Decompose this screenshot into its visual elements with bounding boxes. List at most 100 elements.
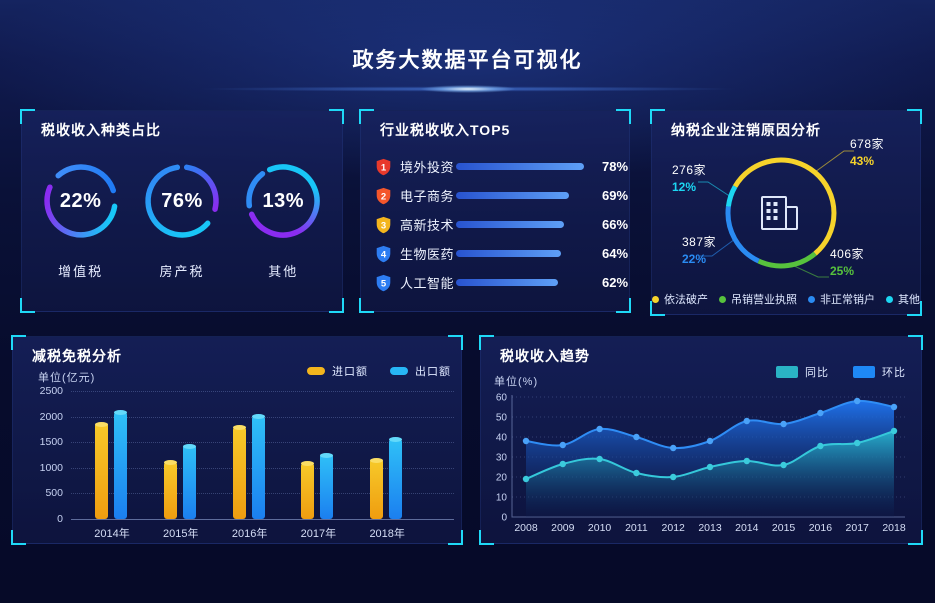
corner-bracket xyxy=(11,530,26,545)
data-point[interactable] xyxy=(743,457,750,465)
ring-label: 其他 xyxy=(268,264,299,279)
legend-label: 同比 xyxy=(805,367,829,379)
data-point[interactable] xyxy=(596,425,603,433)
bar-cap xyxy=(232,425,246,431)
data-point[interactable] xyxy=(633,469,640,477)
legend-swatch xyxy=(390,367,408,375)
tax-ring-3: 13% 其他 xyxy=(237,158,329,280)
donut-segment[interactable] xyxy=(725,185,738,207)
gauge-arc xyxy=(183,164,219,212)
donut-callout: 276家 12% xyxy=(672,164,706,193)
cancellation-chart: 678家 43% 406家 25% 387家 22% 276家 12% xyxy=(652,111,920,314)
gridline xyxy=(71,391,454,392)
rank-badge-icon: 1 xyxy=(376,158,391,175)
legend-item[interactable]: 吊销营业执照 xyxy=(719,291,797,307)
bar-cap xyxy=(320,452,334,458)
corner-bracket xyxy=(329,109,344,124)
data-point[interactable] xyxy=(670,473,677,481)
data-point[interactable] xyxy=(670,444,677,452)
building-icon xyxy=(761,196,798,230)
y-tick-label: 0 xyxy=(501,513,507,524)
import-bar[interactable] xyxy=(163,460,177,519)
corner-bracket xyxy=(20,298,35,313)
data-point[interactable] xyxy=(854,439,861,447)
data-point[interactable] xyxy=(890,403,898,411)
bar-cap xyxy=(182,443,196,449)
tax-reduction-chart: 0 500 1000 1500 2000 2500 2014年 2015年 2016年 2017年… xyxy=(13,337,461,543)
import-bar[interactable] xyxy=(232,425,246,519)
data-point[interactable] xyxy=(780,461,787,469)
legend-item[interactable]: 同比 xyxy=(776,364,829,380)
donut-segment[interactable] xyxy=(757,251,817,269)
tax-ring-1: 22% 增值税 xyxy=(35,158,127,280)
data-point[interactable] xyxy=(817,409,824,417)
data-point[interactable] xyxy=(522,437,530,445)
data-point[interactable] xyxy=(522,475,530,483)
legend-item[interactable]: 其他 xyxy=(886,291,920,307)
data-point[interactable] xyxy=(633,433,640,441)
tax-reduction-legend: 进口额 出口额 xyxy=(307,363,451,379)
ring-percent: 76% xyxy=(161,189,203,212)
legend-item[interactable]: 环比 xyxy=(853,364,906,380)
export-bar[interactable] xyxy=(389,437,403,519)
shield-shape xyxy=(376,216,391,233)
industry-bar[interactable] xyxy=(456,221,564,228)
import-bar[interactable] xyxy=(370,457,384,519)
gauge-ring xyxy=(145,164,219,238)
legend-item[interactable]: 依法破产 xyxy=(652,291,708,307)
panel-tax-reduction: 减税免税分析 单位(亿元) 进口额 出口额 0 500 1000 1500 2000 250… xyxy=(11,335,463,545)
building-window xyxy=(773,202,778,206)
shield-shape xyxy=(376,187,391,204)
data-point[interactable] xyxy=(817,442,824,450)
legend-swatch xyxy=(776,366,798,378)
industry-bar[interactable] xyxy=(456,250,561,257)
donut-segment[interactable] xyxy=(732,157,837,256)
cancellation-donut xyxy=(698,150,854,278)
rank-number: 1 xyxy=(381,162,387,173)
data-point[interactable] xyxy=(743,417,750,425)
industry-bar[interactable] xyxy=(456,192,569,199)
data-point[interactable] xyxy=(559,441,566,449)
data-point[interactable] xyxy=(854,397,861,405)
callout-count: 406家 xyxy=(830,247,865,261)
data-point[interactable] xyxy=(890,427,898,435)
export-bar[interactable] xyxy=(114,410,127,519)
panel-cancellation: 纳税企业注销原因分析 678家 43% 406家 25% 387家 22% 276家 12% … xyxy=(650,109,922,316)
rank-number: 3 xyxy=(381,220,386,231)
y-axis-unit: 单位(%) xyxy=(494,376,539,388)
corner-bracket xyxy=(11,335,26,350)
y-tick-label: 40 xyxy=(496,433,508,444)
industry-percent: 62% xyxy=(602,275,629,290)
data-point[interactable] xyxy=(596,455,603,463)
shield-shape xyxy=(376,158,391,175)
data-point[interactable] xyxy=(706,437,714,445)
y-tick-label: 1500 xyxy=(39,436,63,449)
callout-line xyxy=(791,264,829,278)
legend-item[interactable]: 进口额 xyxy=(307,363,368,379)
legend-label: 依法破产 xyxy=(664,294,708,306)
export-bar[interactable] xyxy=(182,443,196,519)
corner-bracket xyxy=(616,109,631,124)
data-point[interactable] xyxy=(780,420,787,428)
gauge-arc xyxy=(246,171,266,209)
export-bar[interactable] xyxy=(251,414,265,519)
export-bar[interactable] xyxy=(320,452,334,519)
import-bar[interactable] xyxy=(95,421,108,519)
legend-item[interactable]: 出口额 xyxy=(390,363,451,379)
donut-segment[interactable] xyxy=(725,206,760,264)
legend-label: 非正常销户 xyxy=(820,294,875,306)
corner-bracket xyxy=(359,298,374,313)
corner-bracket xyxy=(908,530,923,545)
corner-bracket xyxy=(650,301,665,316)
legend-item[interactable]: 非正常销户 xyxy=(808,291,875,307)
rank-number: 2 xyxy=(381,191,386,202)
import-bar[interactable] xyxy=(301,461,315,519)
x-tick-label: 2013 xyxy=(698,522,722,534)
y-tick-label: 0 xyxy=(57,513,63,525)
industry-bar[interactable] xyxy=(456,163,584,170)
industry-bar[interactable] xyxy=(456,279,558,286)
callout-percent: 25% xyxy=(830,264,855,278)
data-point[interactable] xyxy=(706,463,714,471)
data-point[interactable] xyxy=(559,460,566,468)
